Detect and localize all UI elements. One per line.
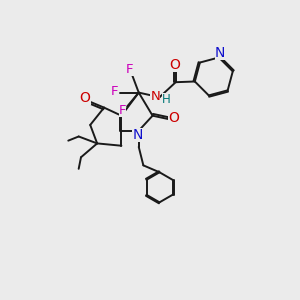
Text: O: O: [168, 111, 179, 125]
Text: N: N: [151, 90, 160, 103]
Text: F: F: [119, 104, 126, 117]
Text: N: N: [132, 128, 143, 142]
Text: O: O: [80, 92, 91, 105]
Text: N: N: [215, 46, 225, 60]
Text: F: F: [111, 85, 118, 98]
Text: F: F: [126, 64, 134, 76]
Text: H: H: [162, 93, 170, 106]
Text: O: O: [169, 58, 180, 72]
